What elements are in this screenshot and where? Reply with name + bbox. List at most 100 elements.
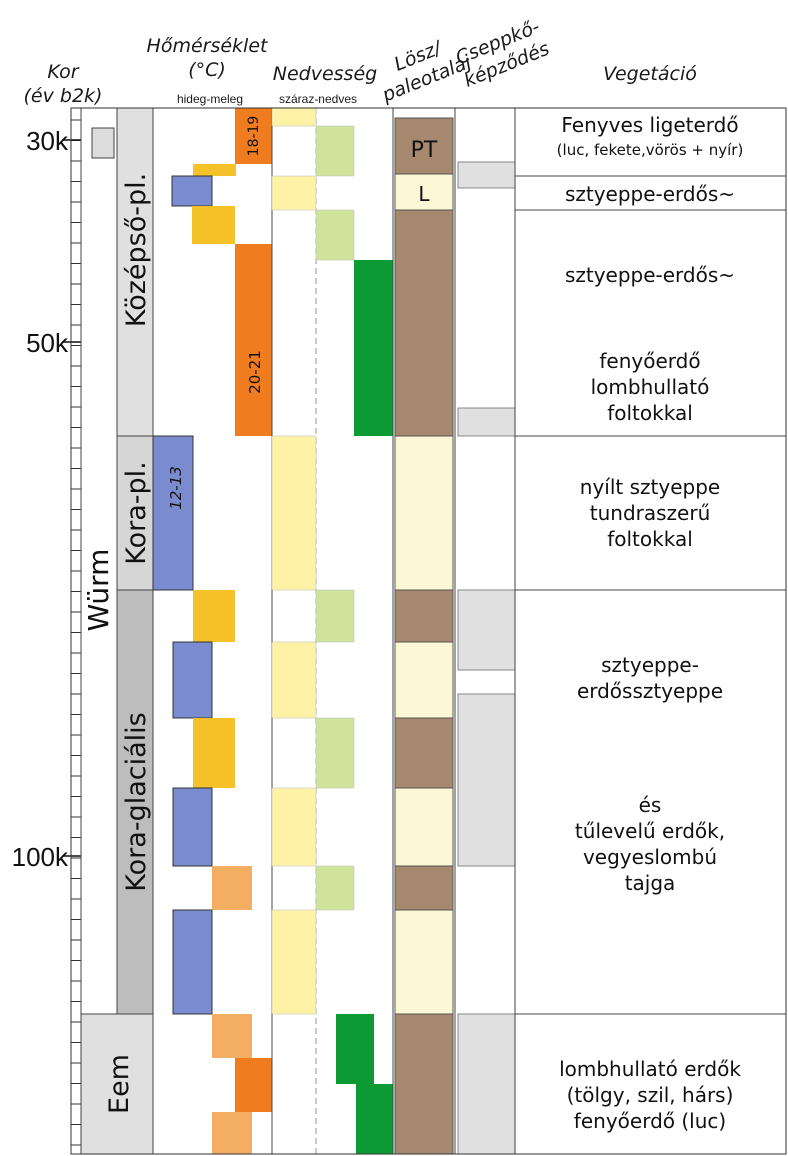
humidity-block-wet — [336, 1014, 374, 1084]
humidity-block-wet — [356, 1084, 393, 1154]
vegetation-label-6: sztyeppe- erdőssztyeppe — [577, 653, 723, 703]
temp-block-mild — [212, 1014, 252, 1058]
svg-text:erdőssztyeppe: erdőssztyeppe — [577, 679, 723, 703]
paleosol-block — [394, 1013, 454, 1155]
stage-eem: Eem — [80, 1013, 154, 1155]
stage-eem-label: Eem — [104, 1054, 135, 1114]
humidity-block-humid — [315, 125, 355, 177]
header-nedvesseg: Nedvesség száraz-nedves — [273, 63, 377, 106]
svg-text:Kor: Kor — [47, 61, 79, 83]
svg-text:foltokkal: foltokkal — [607, 401, 693, 425]
stage-kora-glacialis: Kora-glaciális — [116, 589, 154, 1015]
humidity-block-dry — [271, 641, 317, 719]
temperature-column: 18-19 20-21 12-13 — [152, 107, 273, 1155]
humidity-block-humid — [315, 717, 355, 789]
svg-text:hideg-meleg: hideg-meleg — [177, 92, 243, 106]
temp-block-cold — [171, 175, 213, 207]
svg-text:foltokkal: foltokkal — [607, 527, 693, 551]
vegetation-label-8: lombhullató erdők (tölgy, szil, hárs) fe… — [559, 1057, 741, 1133]
humidity-block-dry — [271, 107, 317, 127]
paleosol-block — [394, 865, 454, 911]
loess-block — [394, 787, 454, 867]
loess-block — [394, 173, 454, 211]
humidity-block-humid — [315, 865, 355, 911]
svg-text:sztyeppe-erdős~: sztyeppe-erdős~ — [565, 182, 735, 206]
svg-text:Nedvesség: Nedvesség — [273, 63, 377, 85]
svg-text:(°C): (°C) — [188, 59, 226, 81]
vegetation-label-7: és tűlevelű erdők, vegyeslombú tajga — [575, 793, 725, 895]
svg-text:(tölgy, szil, hárs): (tölgy, szil, hárs) — [567, 1083, 734, 1107]
vegetation-label-3: sztyeppe-erdős~ — [565, 263, 735, 287]
header-cseppko: Cseppkő- képződés — [453, 16, 553, 92]
svg-text:12-13: 12-13 — [167, 466, 185, 510]
vegetation-label-5: nyílt sztyeppe tundraszerű foltokkal — [580, 475, 720, 551]
svg-text:száraz-nedves: száraz-nedves — [279, 92, 357, 106]
speleothem-block — [457, 407, 516, 437]
humidity-block-dry — [271, 175, 317, 211]
svg-text:(luc, fekete,vörös + nyír): (luc, fekete,vörös + nyír) — [557, 141, 744, 159]
diagram-frame — [70, 107, 787, 1155]
temp-block-warm — [192, 206, 235, 244]
age-tick-100k: 100k — [12, 842, 69, 872]
header-losz: Lösz/ paleotalaj — [378, 36, 475, 107]
paleosol-block — [394, 209, 454, 437]
header-vegetacio: Vegetáció — [603, 63, 697, 85]
svg-text:20-21: 20-21 — [246, 350, 264, 394]
temp-block-cold — [172, 787, 213, 867]
speleothem-block — [457, 693, 516, 867]
humidity-block-wet — [354, 260, 393, 436]
loess-block — [394, 435, 454, 591]
temp-block-cold — [152, 435, 194, 591]
svg-text:(év b2k): (év b2k) — [24, 85, 103, 107]
svg-text:vegyeslombú: vegyeslombú — [583, 845, 717, 869]
paleosol-block — [394, 717, 454, 789]
header-homerseklet: Hőmérséklet (°C) hideg-meleg — [147, 35, 269, 106]
svg-text:Fenyves ligeterdő: Fenyves ligeterdő — [561, 113, 738, 137]
header-kor: Kor (év b2k) — [24, 61, 103, 107]
vegetation-column: Fenyves ligeterdő (luc, fekete,vörös + n… — [514, 107, 787, 1155]
temp-block-warm — [235, 1058, 272, 1112]
humidity-block-dry — [271, 909, 317, 1015]
svg-text:lombhullató: lombhullató — [591, 375, 710, 399]
svg-text:fenyőerdő (luc): fenyőerdő (luc) — [574, 1109, 726, 1133]
vegetation-label-2: sztyeppe-erdős~ — [565, 182, 735, 206]
paleosol-block — [394, 589, 454, 643]
loess-block — [394, 909, 454, 1015]
svg-text:tűlevelű erdők,: tűlevelű erdők, — [575, 819, 725, 843]
age-tick-30k: 30k — [26, 126, 69, 156]
temp-block-warm — [193, 590, 235, 642]
stage-kozepso-label: Középső-pl. — [121, 173, 152, 327]
svg-text:és: és — [639, 793, 662, 817]
svg-text:sztyeppe-erdős~: sztyeppe-erdős~ — [565, 263, 735, 287]
temp-block-cold — [172, 641, 213, 719]
vegetation-label-1: Fenyves ligeterdő (luc, fekete,vörös + n… — [557, 113, 744, 159]
stage-wurm: Würm — [80, 107, 118, 1015]
paleosol-label: PT — [411, 138, 438, 163]
humidity-block-humid — [315, 209, 355, 261]
speleothem-block — [457, 1013, 516, 1155]
temp-block-warm — [235, 108, 272, 164]
svg-text:18-19: 18-19 — [246, 116, 262, 157]
svg-text:tundraszerű: tundraszerű — [590, 501, 711, 525]
svg-text:fenyőerdő: fenyőerdő — [599, 349, 700, 373]
stage-kozepso: Középső-pl. — [116, 107, 154, 437]
humidity-block-dry — [271, 787, 317, 867]
svg-text:sztyeppe-: sztyeppe- — [601, 653, 699, 677]
temp-block-warm — [193, 164, 236, 176]
speleothem-column — [454, 107, 516, 1155]
vegetation-label-4: fenyőerdő lombhullató foltokkal — [591, 349, 710, 425]
humidity-column — [271, 107, 394, 1155]
humidity-block-humid — [315, 589, 355, 643]
loess-label: L — [418, 182, 430, 206]
stage-wurm-label: Würm — [82, 549, 115, 632]
speleothem-block — [457, 161, 516, 189]
age-tick-50k: 50k — [26, 328, 69, 358]
temp-block-mild — [212, 866, 252, 910]
temp-block-warm — [193, 718, 235, 788]
svg-text:Hőmérséklet: Hőmérséklet — [147, 35, 269, 57]
svg-text:tajga: tajga — [625, 871, 676, 895]
temp-block-cold — [172, 909, 213, 1015]
humidity-block-dry — [271, 435, 317, 591]
svg-text:lombhullató erdők: lombhullató erdők — [559, 1057, 741, 1081]
